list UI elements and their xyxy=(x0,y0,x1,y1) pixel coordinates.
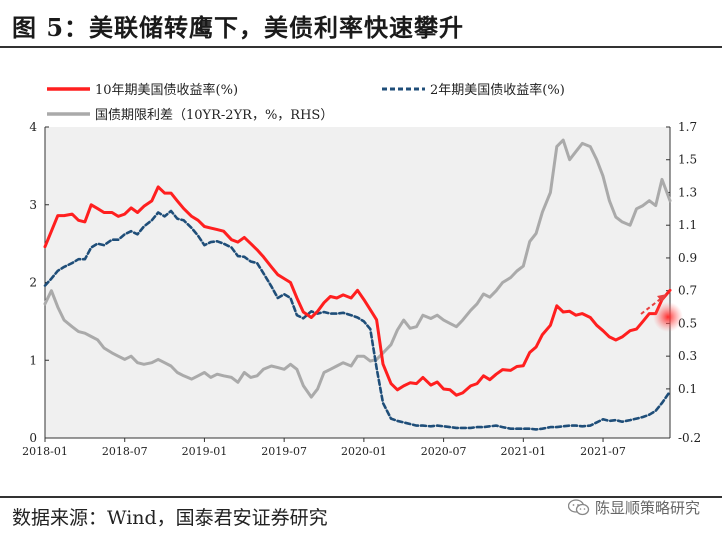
bottom-rule xyxy=(0,496,722,498)
y-left-tick-label: 4 xyxy=(29,120,37,134)
y-left-tick-label: 1 xyxy=(29,353,37,367)
legend-item-10yr: 10年期美国债收益率(%) xyxy=(47,82,238,98)
x-tick-label: 2018-07 xyxy=(102,445,148,458)
y-right-tick-label: 1.5 xyxy=(678,153,697,167)
legend-label-10yr: 10年期美国债收益率(%) xyxy=(95,82,238,98)
highlight-glow xyxy=(653,302,683,332)
x-tick-label: 2018-01 xyxy=(22,445,68,458)
top-rule xyxy=(0,46,722,48)
legend-item-2yr: 2年期美国债收益率(%) xyxy=(382,82,565,98)
series-2yr-line xyxy=(43,209,672,431)
y-right-tick-label: 0.3 xyxy=(678,349,697,363)
y-right-tick-label: 0.9 xyxy=(678,251,697,265)
line-chart: 10年期美国债收益率(%) 2年期美国债收益率(%) 国债期限利差（10YR-2… xyxy=(22,82,701,458)
x-tick-label: 2019-01 xyxy=(182,445,228,458)
series-spread-line xyxy=(43,138,672,399)
y-left-tick-label: 0 xyxy=(29,431,37,445)
y-right-tick-label: -0.2 xyxy=(678,431,701,445)
source-note: 数据来源：Wind，国泰君安证券研究 xyxy=(12,507,328,529)
watermark: 陈显顺策略研究 xyxy=(567,497,700,518)
highlight-marker xyxy=(640,294,683,332)
series-10yr-line xyxy=(43,185,672,397)
y-left-tick-label: 2 xyxy=(29,276,37,290)
highlight-arrow-line xyxy=(640,296,664,315)
highlight-arrow-head xyxy=(657,294,667,302)
watermark-text: 陈显顺策略研究 xyxy=(594,499,700,517)
wechat-icon xyxy=(567,499,590,516)
axes: 0 1 2 3 4 -0.2 0.1 0.3 0.5 0.7 0.9 1.1 1.3 1.5 1.7 2018… xyxy=(22,120,701,458)
y-right-tick-label: 0.5 xyxy=(678,316,697,330)
x-tick-label: 2020-01 xyxy=(341,445,387,458)
y-left-tick-label: 3 xyxy=(29,198,37,212)
y-right-tick-label: 0.1 xyxy=(678,382,697,396)
legend: 10年期美国债收益率(%) 2年期美国债收益率(%) 国债期限利差（10YR-2… xyxy=(47,82,565,123)
x-tick-label: 2019-07 xyxy=(261,445,307,458)
plot-area xyxy=(45,127,670,438)
chart-title: 图 5：美联储转鹰下，美债利率快速攀升 xyxy=(12,13,465,42)
legend-label-2yr: 2年期美国债收益率(%) xyxy=(430,82,565,98)
legend-item-spread: 国债期限利差（10YR-2YR，%，RHS） xyxy=(47,108,333,123)
y-right-tick-label: 0.7 xyxy=(678,284,697,298)
y-right-tick-label: 1.7 xyxy=(678,120,697,134)
y-right-tick-label: 1.1 xyxy=(678,218,697,232)
x-tick-label: 2020-07 xyxy=(421,445,467,458)
series-group xyxy=(43,138,672,431)
x-tick-label: 2021-07 xyxy=(580,445,626,458)
y-right-tick-label: 1.3 xyxy=(678,185,697,199)
x-tick-label: 2021-01 xyxy=(500,445,546,458)
legend-label-spread: 国债期限利差（10YR-2YR，%，RHS） xyxy=(95,108,333,123)
